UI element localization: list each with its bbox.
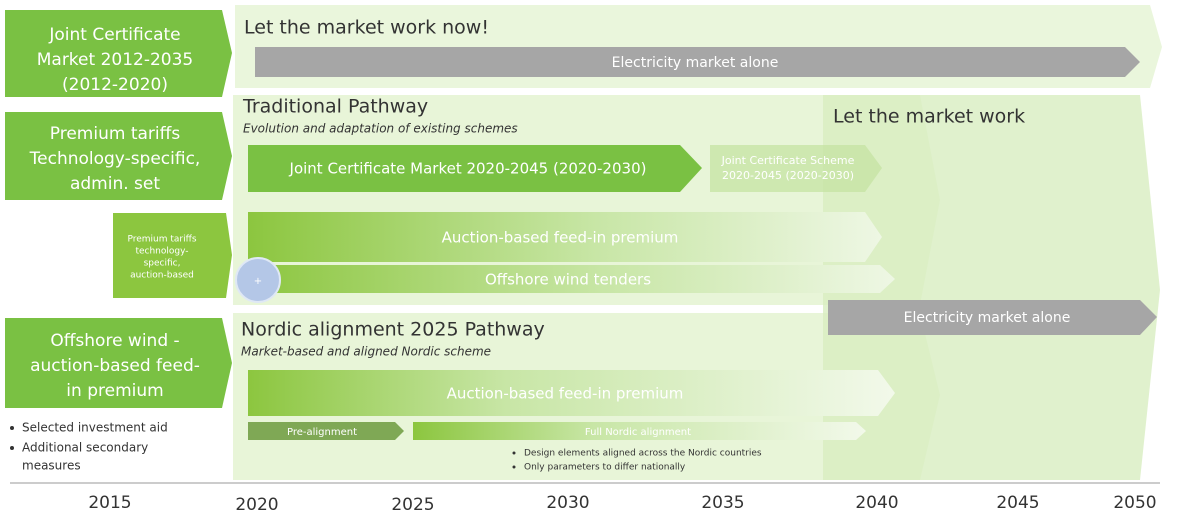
arrow [248,370,895,416]
band-title: Nordic alignment 2025 Pathway [241,319,545,341]
bullet-text: Only parameters to differ nationally [524,463,686,473]
band-title: Let the market work [833,106,1025,128]
year-label: 2050 [1113,493,1156,513]
left-box-text: auction-based [130,271,194,281]
circle-icon [235,257,281,303]
bullet [512,451,516,455]
left-box-text: Technology-specific, [29,149,201,169]
year-label: 2025 [391,495,434,515]
arrow [248,422,404,440]
bullet [10,446,14,450]
bullet-text: measures [22,459,81,473]
arrow [248,145,702,192]
arrow-label: Auction-based feed-in premium [447,385,684,403]
left-box-text: in premium [66,381,163,401]
right-band [823,95,1160,480]
band-subtitle: Market-based and aligned Nordic scheme [241,345,491,359]
left-box-text: Market 2012-2035 [37,50,194,70]
bullet-text: Selected investment aid [22,421,168,435]
left-box-text: Joint Certificate [48,25,180,45]
arrow-label: Electricity market alone [612,55,779,71]
year-label: 2030 [546,493,589,513]
bullet-text: Design elements aligned across the Nordi… [524,449,762,459]
left-box [5,10,232,97]
left-box-text: Premium tariffs [127,235,196,245]
bullet [10,426,14,430]
band-subtitle: Evolution and adaptation of existing sch… [243,122,518,136]
arrow-label: Joint Certificate Scheme [721,154,855,167]
year-label: 2040 [855,493,898,513]
arrow [710,145,882,192]
arrow [255,47,1140,77]
left-box-text: auction-based feed- [30,356,200,376]
left-box [113,213,232,298]
arrow-label: Full Nordic alignment [585,427,691,438]
circle-label: + [254,276,262,287]
arrow-label: Electricity market alone [904,310,1071,326]
band-title: Let the market work now! [244,17,489,39]
left-box-text: admin. set [70,174,160,194]
arrow [248,265,895,293]
year-label: 2015 [88,493,131,513]
arrow [248,212,882,262]
year-label: 2020 [235,495,278,515]
left-box-text: technology- [135,247,188,257]
left-box [5,318,232,408]
left-box-text: specific, [144,259,181,269]
bullet [512,465,516,469]
left-box-text: (2012-2020) [62,75,168,95]
left-box [5,112,232,200]
bullet-text: Additional secondary [22,441,148,455]
left-box-text: Premium tariffs [50,124,181,144]
arrow [413,422,866,440]
arrow-label: Offshore wind tenders [485,271,651,289]
arrow-label: Pre-alignment [287,427,357,438]
arrow-label: Auction-based feed-in premium [442,229,679,247]
left-box-text: Offshore wind - [50,331,179,351]
year-label: 2035 [701,493,744,513]
arrow-label: 2020-2045 (2020-2030) [722,169,854,182]
arrow-label: Joint Certificate Market 2020-2045 (2020… [289,160,647,178]
year-label: 2045 [996,493,1039,513]
band-title: Traditional Pathway [242,96,428,118]
arrow [828,300,1157,335]
